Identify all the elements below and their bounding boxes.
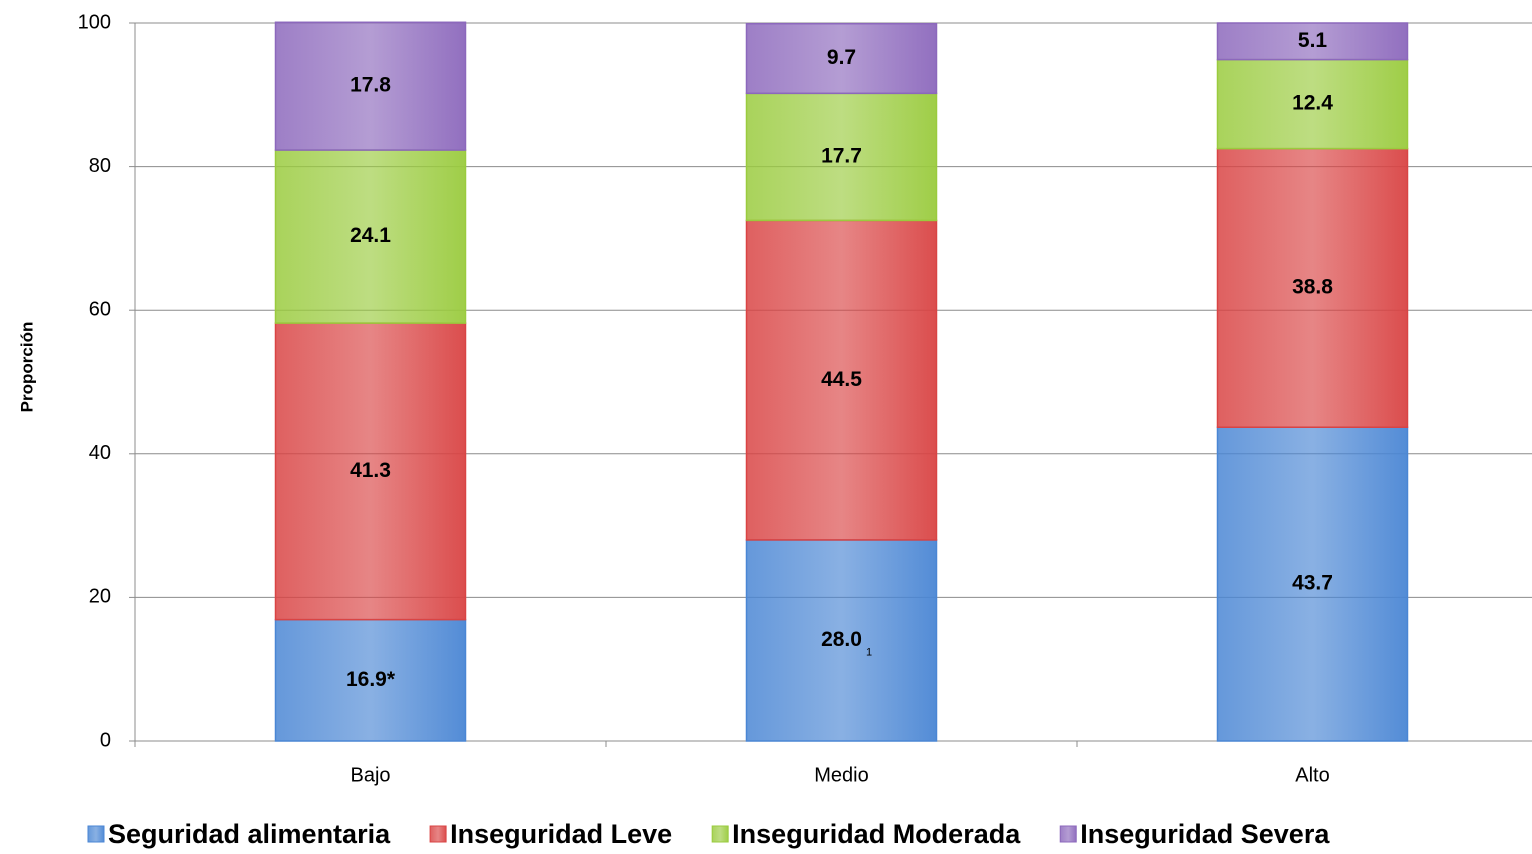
y-tick-label: 0: [100, 729, 111, 751]
bar-segment: [274, 618, 467, 742]
legend-label: Inseguridad Severa: [1080, 819, 1330, 849]
legend-label: Inseguridad Moderada: [732, 819, 1021, 849]
data-label: 28.0: [821, 628, 862, 651]
bar-segment: [745, 22, 938, 95]
data-label: 17.7: [821, 144, 862, 167]
data-label: 44.5: [821, 368, 862, 391]
bar-segment: [274, 149, 467, 324]
data-label: 43.7: [1292, 572, 1333, 595]
legend-swatch: [429, 825, 447, 843]
y-tick-label: 80: [89, 155, 111, 177]
x-tick-label: Bajo: [350, 764, 390, 786]
bar-segment: [1216, 22, 1409, 61]
data-label: 5.1: [1298, 29, 1328, 52]
legend-label: Inseguridad Leve: [450, 819, 672, 849]
data-label: 24.1: [350, 224, 391, 247]
data-label: 12.4: [1292, 92, 1333, 115]
legend-swatch: [1059, 825, 1077, 843]
legend-swatch: [87, 825, 105, 843]
x-tick-label: Alto: [1295, 764, 1329, 786]
y-tick-label: 60: [89, 298, 111, 320]
bar-segment: [274, 322, 467, 621]
data-label: 17.8: [350, 74, 391, 97]
y-tick-label: 40: [89, 442, 111, 464]
annotation: 1: [866, 646, 872, 658]
y-tick-label: 100: [78, 11, 111, 33]
data-label: 9.7: [827, 46, 856, 69]
data-label: 41.3: [350, 459, 391, 482]
legend-swatch: [711, 825, 729, 843]
bar-segment: [1216, 147, 1409, 428]
legend-label: Seguridad alimentaria: [108, 819, 391, 849]
bar-segment: [274, 21, 467, 151]
bar-segment: [745, 219, 938, 541]
bar-segment: [745, 539, 938, 742]
data-label: 16.9*: [346, 668, 396, 691]
x-tick-label: Medio: [814, 764, 868, 786]
y-axis-label: Proporción: [17, 322, 36, 413]
data-label: 38.8: [1292, 275, 1333, 298]
y-tick-label: 20: [89, 586, 111, 608]
bar-segment: [1216, 426, 1409, 742]
